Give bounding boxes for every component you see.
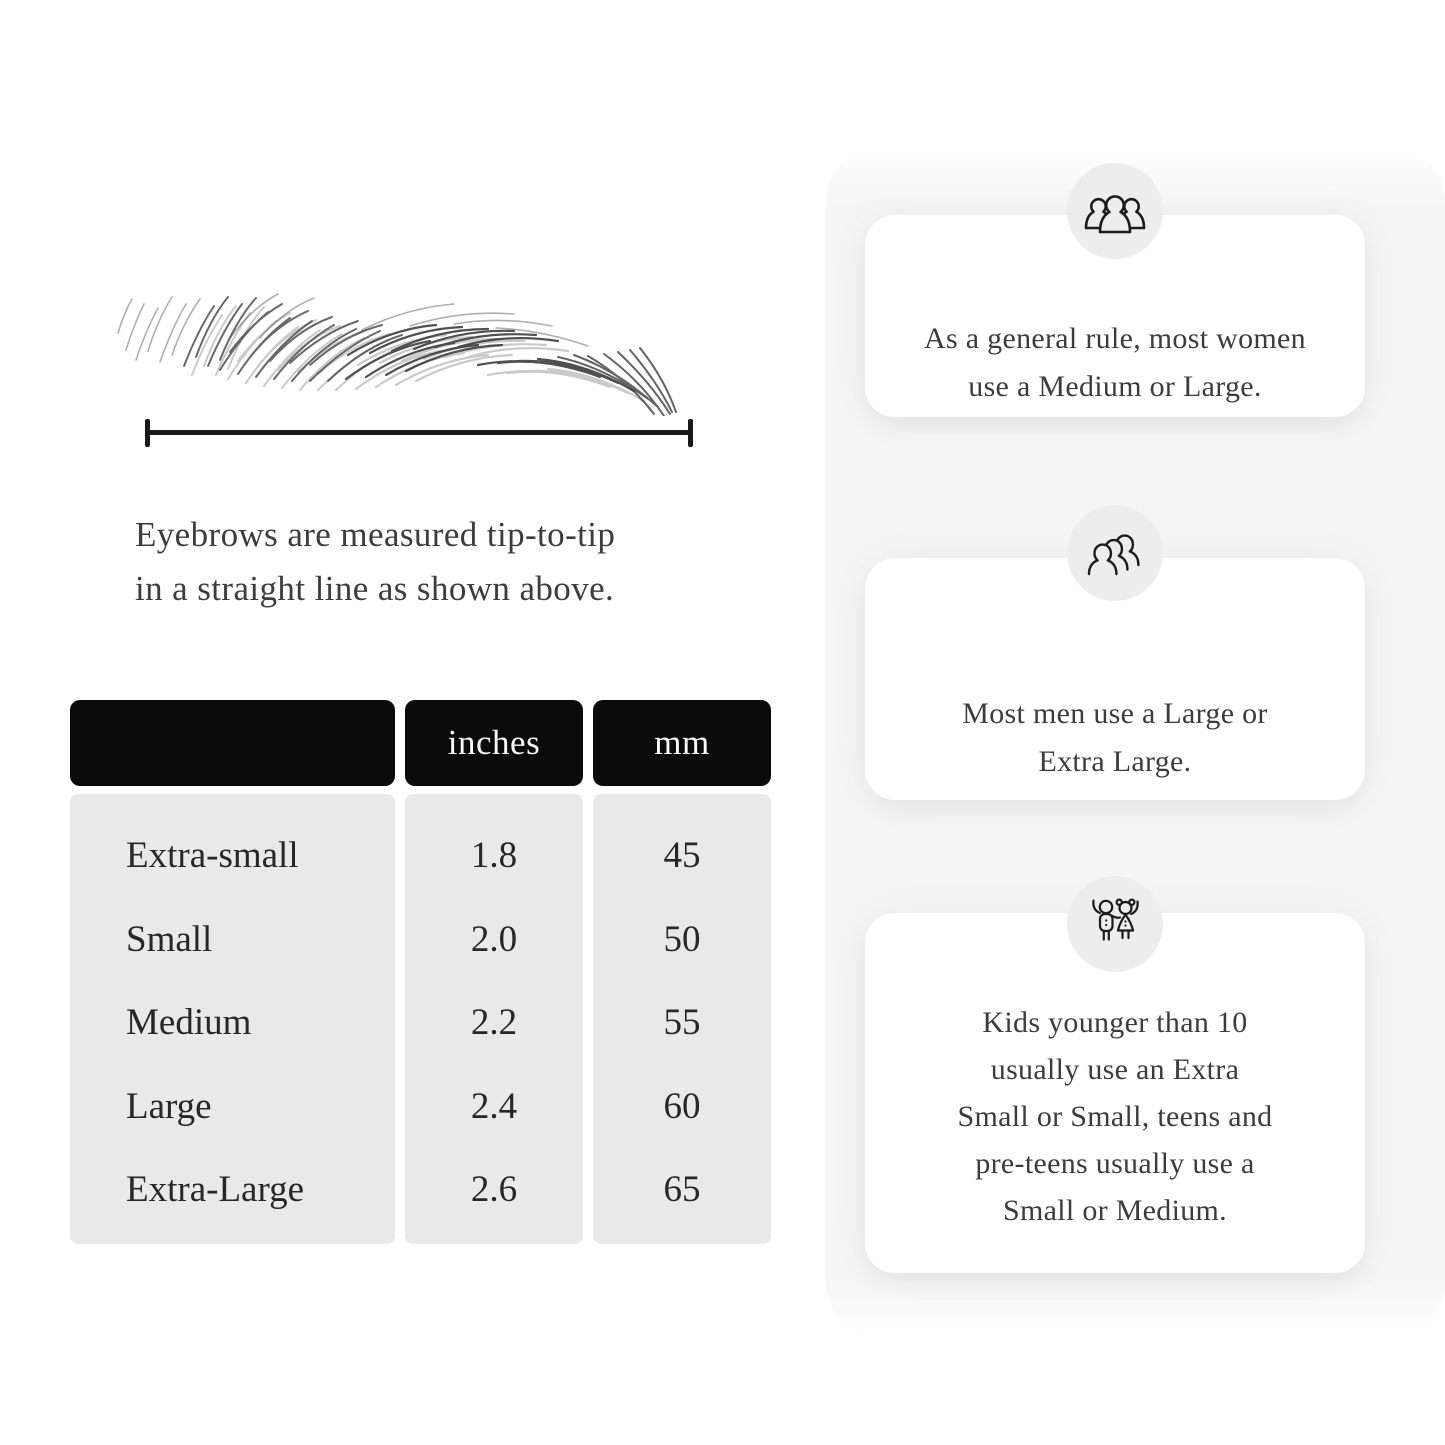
men-group-icon bbox=[1087, 534, 1140, 576]
measurement-caption-line-1: Eyebrows are measured tip-to-tip bbox=[135, 515, 616, 554]
table-cell-mm: 60 bbox=[663, 1085, 701, 1127]
table-cell-size: Large bbox=[126, 1085, 212, 1127]
measurement-line bbox=[145, 419, 693, 447]
table-cell-mm: 65 bbox=[663, 1169, 701, 1210]
women-icon-circle bbox=[1067, 163, 1163, 259]
table-column-sizes: Extra-small Small Medium Large Extra-Lar… bbox=[70, 794, 395, 1244]
card-text-line: Extra Large. bbox=[1038, 745, 1192, 778]
table-column-mm: 45 50 55 60 65 bbox=[593, 794, 771, 1244]
measurement-caption: Eyebrows are measured tip-to-tip in a st… bbox=[135, 508, 615, 616]
card-text-line: Most men use a Large or bbox=[962, 697, 1268, 730]
table-cell-mm: 55 bbox=[663, 1002, 701, 1043]
table-cell-inches: 2.2 bbox=[470, 1002, 518, 1043]
eyebrow-illustration bbox=[117, 293, 677, 416]
table-header-mm: mm bbox=[593, 700, 771, 786]
table-cell-inches: 2.0 bbox=[470, 918, 518, 960]
women-group-icon bbox=[1084, 195, 1146, 234]
table-cell-size: Small bbox=[126, 918, 213, 960]
card-text-line: pre-teens usually use a bbox=[975, 1147, 1255, 1180]
info-card-women-text: As a general rule, most women use a Medi… bbox=[865, 315, 1365, 411]
card-text-line: Small or Small, teens and bbox=[957, 1100, 1273, 1133]
table-cell-size: Medium bbox=[126, 1002, 252, 1043]
card-text-line: use a Medium or Large. bbox=[968, 370, 1262, 403]
table-cell-inches: 1.8 bbox=[470, 835, 518, 876]
info-card-kids-text: Kids younger than 10 usually use an Extr… bbox=[865, 999, 1365, 1234]
measurement-caption-line-2: in a straight line as shown above. bbox=[135, 569, 615, 608]
measurement-bar bbox=[145, 430, 693, 435]
card-text-line: usually use an Extra bbox=[990, 1053, 1240, 1086]
card-text-line: As a general rule, most women bbox=[924, 322, 1306, 355]
table-header-inches: inches bbox=[405, 700, 583, 786]
table-cell-inches: 2.4 bbox=[470, 1085, 518, 1127]
table-cell-mm: 50 bbox=[663, 918, 701, 960]
table-cell-size: Extra-Large bbox=[126, 1169, 305, 1210]
card-text-line: Small or Medium. bbox=[1003, 1194, 1227, 1227]
table-cell-mm: 45 bbox=[663, 835, 701, 876]
table-cell-inches: 2.6 bbox=[470, 1169, 518, 1210]
table-column-inches: 1.8 2.0 2.2 2.4 2.6 bbox=[405, 794, 583, 1244]
info-card-men-text: Most men use a Large or Extra Large. bbox=[865, 690, 1365, 786]
children-icon bbox=[1092, 898, 1139, 941]
card-text-line: Kids younger than 10 bbox=[982, 1006, 1248, 1039]
kids-icon-circle bbox=[1067, 876, 1163, 972]
table-cell-size: Extra-small bbox=[126, 835, 299, 876]
table-header-size bbox=[70, 700, 395, 786]
info-card-kids bbox=[865, 913, 1365, 1273]
men-icon-circle bbox=[1067, 505, 1163, 601]
measurement-tick-right bbox=[688, 419, 693, 447]
